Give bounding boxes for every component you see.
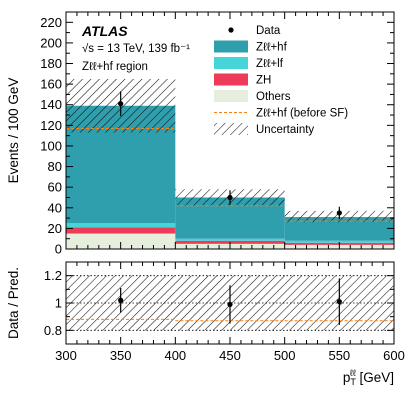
legend-label: Data: [256, 25, 281, 37]
bar-z-lf-0: [66, 223, 176, 228]
legend-label: Uncertainty: [256, 124, 314, 136]
x-tick-label: 400: [164, 348, 186, 363]
y-tick-label: 180: [40, 56, 62, 71]
y-tick-label: 20: [48, 221, 62, 236]
x-tick-label: 350: [110, 348, 132, 363]
region-label: Zℓℓ+hf region: [82, 61, 148, 73]
ratio-y-tick-label: 0.8: [44, 323, 62, 338]
legend-hatch-swatch: [214, 123, 248, 135]
legend-data-marker: [228, 27, 234, 33]
x-tick-label: 550: [328, 348, 350, 363]
y-tick-label: 160: [40, 77, 62, 92]
atlas-label: ATLAS: [81, 23, 128, 39]
bar-others-0: [66, 233, 176, 249]
legend-label: ZH: [256, 75, 271, 87]
legend-swatch: [214, 73, 248, 86]
y-tick-label: 0: [55, 242, 62, 257]
ratio-point-2: [336, 299, 342, 305]
y-tick-label: 100: [40, 138, 62, 153]
ratio-point-1: [227, 301, 233, 307]
legend-label: Zℓℓ+lf: [256, 58, 284, 70]
data-point-0: [118, 101, 124, 107]
legend-label: Zℓℓ+hf (before SF): [256, 108, 348, 120]
legend-swatch: [214, 90, 248, 102]
data-point-1: [227, 194, 233, 201]
ratio-y-axis-label: Data / Pred.: [6, 267, 21, 339]
x-tick-label: 600: [383, 348, 405, 363]
y-axis-label: Events / 100 GeV: [6, 78, 21, 184]
ratio-point-0: [118, 297, 124, 303]
y-tick-label: 120: [40, 118, 62, 133]
x-tick-label: 450: [219, 348, 241, 363]
y-tick-label: 80: [48, 159, 62, 174]
legend-swatch: [214, 40, 248, 53]
bar-z-lf-2: [284, 240, 394, 243]
legend-label: Zℓℓ+hf: [256, 42, 288, 54]
bar-z-hf-2: [284, 217, 394, 241]
bar-z-lf-1: [175, 238, 285, 241]
x-tick-label: 500: [274, 348, 296, 363]
energy-label: √s = 13 TeV, 139 fb⁻¹: [82, 42, 190, 55]
ratio-y-tick-label: 1: [55, 296, 62, 311]
x-axis-label: pTℓℓ [GeV]: [343, 368, 394, 387]
legend-label: Others: [256, 91, 291, 103]
y-tick-label: 200: [40, 35, 62, 50]
y-tick-label: 140: [40, 97, 62, 112]
y-tick-label: 60: [48, 180, 62, 195]
legend-swatch: [214, 57, 248, 69]
ratio-y-tick-label: 1.2: [44, 268, 62, 283]
bar-zh-0: [66, 227, 176, 234]
y-tick-label: 220: [40, 15, 62, 30]
data-point-2: [336, 210, 342, 216]
x-tick-label: 300: [55, 348, 77, 363]
y-tick-label: 40: [48, 200, 62, 215]
